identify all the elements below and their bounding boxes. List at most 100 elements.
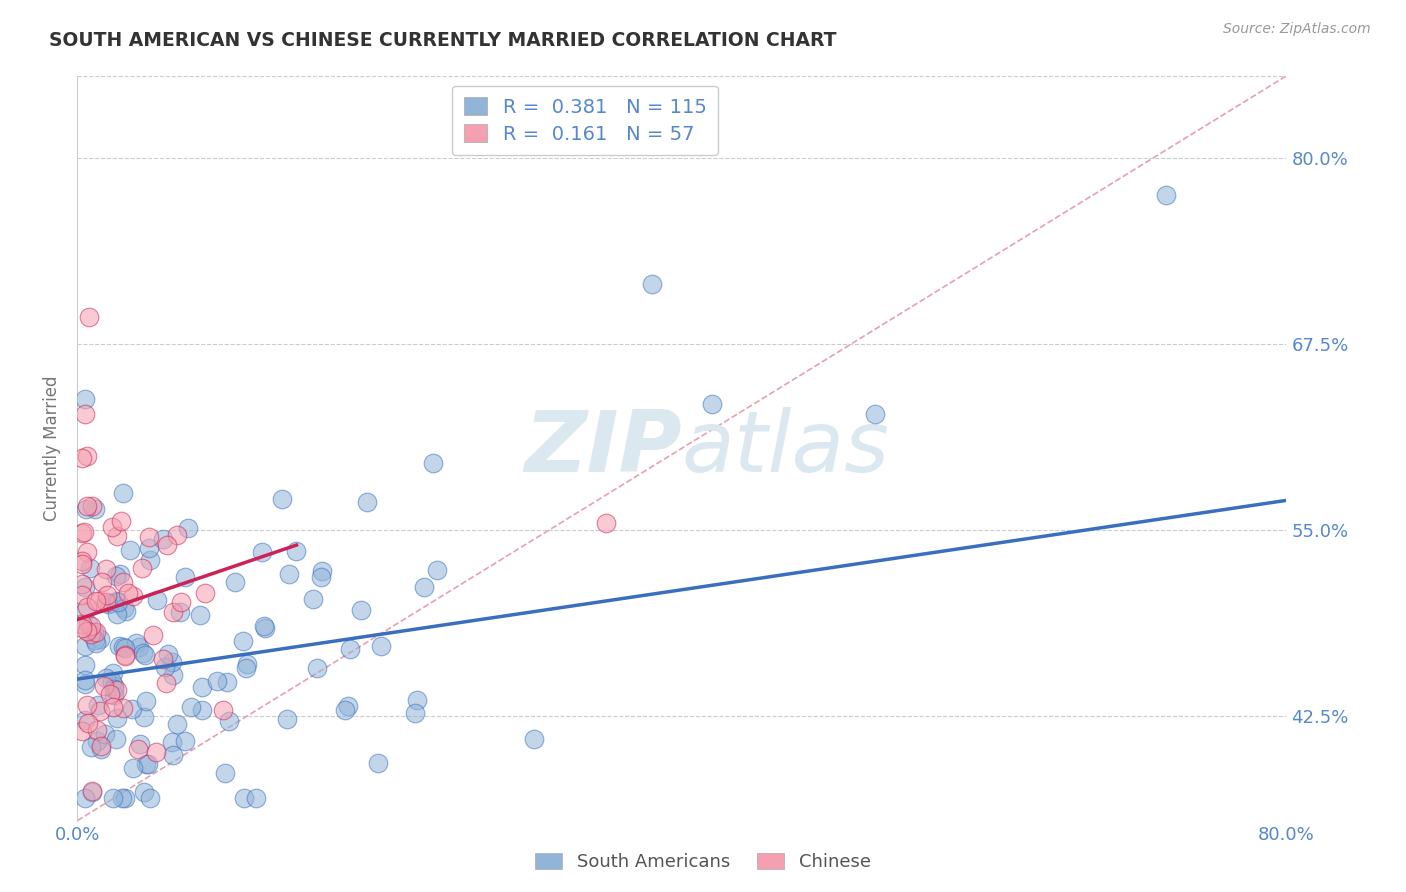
Point <box>138 541 160 555</box>
Point <box>339 641 361 656</box>
Point <box>277 566 299 581</box>
Point <box>152 533 174 547</box>
Point <box>75 604 97 618</box>
Point <box>173 734 195 748</box>
Point <box>93 679 115 693</box>
Point <box>142 628 165 642</box>
Point <box>96 597 118 611</box>
Point <box>152 651 174 665</box>
Point <box>103 679 125 693</box>
Point <box>302 592 325 607</box>
Point <box>82 499 104 513</box>
Point <box>125 635 148 649</box>
Point <box>135 694 157 708</box>
Point <box>350 603 373 617</box>
Point <box>111 640 134 654</box>
Point <box>77 716 100 731</box>
Point <box>80 740 103 755</box>
Point <box>131 561 153 575</box>
Point <box>114 649 136 664</box>
Point <box>426 563 449 577</box>
Point <box>166 717 188 731</box>
Point <box>160 655 183 669</box>
Point <box>73 673 96 688</box>
Point <box>134 648 156 662</box>
Point <box>305 661 328 675</box>
Point <box>96 595 118 609</box>
Point <box>91 574 114 589</box>
Point <box>111 701 134 715</box>
Point <box>145 745 167 759</box>
Point <box>139 553 162 567</box>
Point <box>224 574 246 589</box>
Point <box>114 648 136 662</box>
Point <box>103 681 125 696</box>
Point <box>112 601 135 615</box>
Point <box>100 520 122 534</box>
Y-axis label: Currently Married: Currently Married <box>44 376 62 521</box>
Point <box>121 589 143 603</box>
Point <box>79 310 101 325</box>
Point <box>104 731 127 746</box>
Point <box>89 632 111 646</box>
Point <box>76 449 98 463</box>
Text: atlas: atlas <box>682 407 890 490</box>
Point <box>155 675 177 690</box>
Point <box>75 502 97 516</box>
Point <box>523 731 546 746</box>
Point <box>108 639 131 653</box>
Point <box>121 702 143 716</box>
Point <box>162 605 184 619</box>
Point <box>101 700 124 714</box>
Point <box>112 575 135 590</box>
Point <box>76 624 98 638</box>
Point <box>253 621 276 635</box>
Point <box>311 564 333 578</box>
Point <box>214 766 236 780</box>
Point <box>121 761 143 775</box>
Point <box>96 671 118 685</box>
Point <box>101 675 124 690</box>
Point <box>136 757 159 772</box>
Point <box>406 693 429 707</box>
Point <box>77 616 100 631</box>
Point <box>80 618 103 632</box>
Point <box>218 714 240 728</box>
Point <box>90 739 112 753</box>
Point <box>276 713 298 727</box>
Point <box>232 633 254 648</box>
Point <box>235 660 257 674</box>
Point <box>86 734 108 748</box>
Point <box>105 607 128 622</box>
Legend: South Americans, Chinese: South Americans, Chinese <box>529 846 877 879</box>
Point <box>132 646 155 660</box>
Point <box>80 627 103 641</box>
Point <box>190 607 212 622</box>
Point <box>86 723 108 737</box>
Point <box>105 711 128 725</box>
Point <box>127 742 149 756</box>
Point <box>80 785 103 799</box>
Point <box>111 791 134 805</box>
Point <box>166 528 188 542</box>
Text: SOUTH AMERICAN VS CHINESE CURRENTLY MARRIED CORRELATION CHART: SOUTH AMERICAN VS CHINESE CURRENTLY MARR… <box>49 31 837 50</box>
Point <box>87 698 110 712</box>
Point <box>404 706 426 720</box>
Point <box>702 396 724 410</box>
Point <box>73 657 96 672</box>
Point <box>252 545 274 559</box>
Point <box>101 791 124 805</box>
Point <box>76 545 98 559</box>
Point <box>211 703 233 717</box>
Text: ZIP: ZIP <box>524 407 682 490</box>
Point <box>215 675 238 690</box>
Point <box>73 791 96 805</box>
Point <box>156 647 179 661</box>
Point <box>110 514 132 528</box>
Point <box>135 757 157 772</box>
Point <box>70 617 93 632</box>
Point <box>422 456 444 470</box>
Point <box>94 562 117 576</box>
Point <box>413 580 436 594</box>
Point <box>84 636 107 650</box>
